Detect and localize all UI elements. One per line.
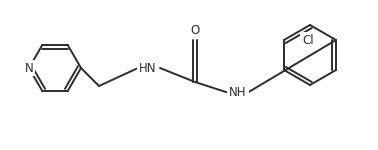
Text: Cl: Cl	[302, 33, 314, 46]
Text: O: O	[191, 24, 200, 38]
Text: NH: NH	[229, 87, 247, 99]
Text: HN: HN	[139, 61, 157, 75]
Text: N: N	[25, 61, 33, 75]
